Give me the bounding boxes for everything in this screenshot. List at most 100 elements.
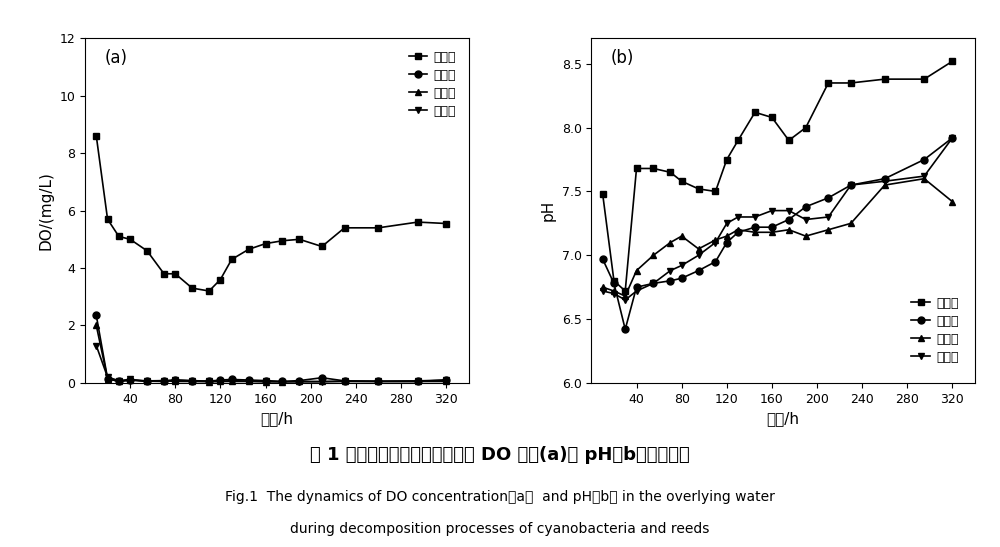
对照组	[749, 109, 761, 115]
蓝藻组	[721, 239, 733, 246]
对照组	[169, 271, 181, 277]
对照组	[158, 271, 170, 277]
X-axis label: 时间/h: 时间/h	[260, 411, 293, 426]
Text: during decomposition processes of cyanobacteria and reeds: during decomposition processes of cyanob…	[290, 522, 710, 537]
对照组	[141, 247, 153, 254]
蓝藻组	[783, 216, 795, 223]
蓝藻组	[597, 256, 609, 263]
混合组	[339, 378, 351, 385]
Line: 蓝藻组: 蓝藻组	[599, 135, 956, 333]
芦茩组	[158, 377, 170, 384]
芦茩组	[293, 378, 305, 385]
芦茩组	[440, 378, 452, 385]
混合组	[141, 378, 153, 385]
混合组	[226, 377, 238, 384]
对照组	[918, 76, 930, 83]
混合组	[293, 379, 305, 385]
蓝藻组	[316, 375, 328, 381]
对照组	[800, 124, 812, 131]
Line: 混合组: 混合组	[93, 342, 450, 385]
芦茩组	[664, 239, 676, 246]
对照组	[845, 80, 857, 86]
Text: (a): (a)	[104, 49, 127, 67]
芦茩组	[946, 199, 958, 205]
芦茩组	[800, 233, 812, 240]
混合组	[608, 290, 620, 297]
蓝藻组	[243, 377, 255, 383]
芦茩组	[918, 176, 930, 182]
蓝藻组	[664, 277, 676, 284]
混合组	[800, 216, 812, 223]
芦茩组	[226, 378, 238, 385]
蓝藻组	[90, 312, 102, 319]
芦茩组	[879, 182, 891, 188]
蓝藻组	[800, 203, 812, 210]
蓝藻组	[918, 156, 930, 163]
芦茩组	[186, 378, 198, 385]
混合组	[214, 378, 226, 385]
混合组	[169, 377, 181, 383]
Line: 芦茩组: 芦茩组	[599, 175, 956, 300]
蓝藻组	[608, 280, 620, 287]
对照组	[372, 225, 384, 231]
混合组	[664, 267, 676, 274]
Line: 对照组: 对照组	[93, 132, 450, 294]
混合组	[276, 379, 288, 385]
蓝藻组	[766, 224, 778, 230]
混合组	[946, 135, 958, 141]
对照组	[597, 191, 609, 197]
芦茩组	[412, 378, 424, 385]
芦茩组	[102, 375, 114, 382]
对照组	[822, 80, 834, 86]
Line: 混合组: 混合组	[599, 135, 956, 304]
对照组	[124, 236, 136, 243]
Text: (b): (b)	[611, 49, 634, 67]
蓝藻组	[676, 275, 688, 282]
芦茩组	[339, 378, 351, 385]
混合组	[822, 214, 834, 220]
对照组	[214, 276, 226, 283]
Line: 蓝藻组: 蓝藻组	[93, 312, 450, 385]
对照组	[226, 256, 238, 263]
对照组	[766, 114, 778, 121]
芦茩组	[676, 233, 688, 240]
蓝藻组	[226, 376, 238, 383]
蓝藻组	[293, 377, 305, 384]
芦茩组	[203, 379, 215, 385]
芦茩组	[822, 226, 834, 233]
蓝藻组	[879, 176, 891, 182]
对照组	[90, 132, 102, 139]
混合组	[879, 178, 891, 184]
混合组	[647, 280, 659, 287]
混合组	[845, 182, 857, 188]
对照组	[113, 233, 125, 240]
芦茩组	[597, 284, 609, 290]
芦茩组	[647, 252, 659, 259]
Y-axis label: DO/(mg/L): DO/(mg/L)	[39, 171, 54, 250]
混合组	[749, 214, 761, 220]
芦茩组	[276, 379, 288, 385]
对照组	[879, 76, 891, 83]
对照组	[293, 236, 305, 243]
蓝藻组	[845, 182, 857, 188]
蓝藻组	[169, 377, 181, 383]
蓝藻组	[440, 377, 452, 383]
芦茩组	[214, 378, 226, 385]
芦茩组	[693, 246, 705, 252]
芦茩组	[124, 377, 136, 383]
混合组	[316, 379, 328, 385]
蓝藻组	[102, 375, 114, 382]
混合组	[260, 378, 272, 385]
芦茩组	[631, 267, 643, 274]
芦茩组	[243, 378, 255, 385]
蓝藻组	[693, 267, 705, 274]
混合组	[440, 377, 452, 383]
混合组	[783, 207, 795, 214]
对照组	[440, 220, 452, 227]
芦茩组	[732, 226, 744, 233]
混合组	[243, 378, 255, 385]
混合组	[102, 374, 114, 381]
对照组	[243, 246, 255, 253]
Line: 对照组: 对照组	[599, 58, 956, 294]
对照组	[693, 185, 705, 192]
